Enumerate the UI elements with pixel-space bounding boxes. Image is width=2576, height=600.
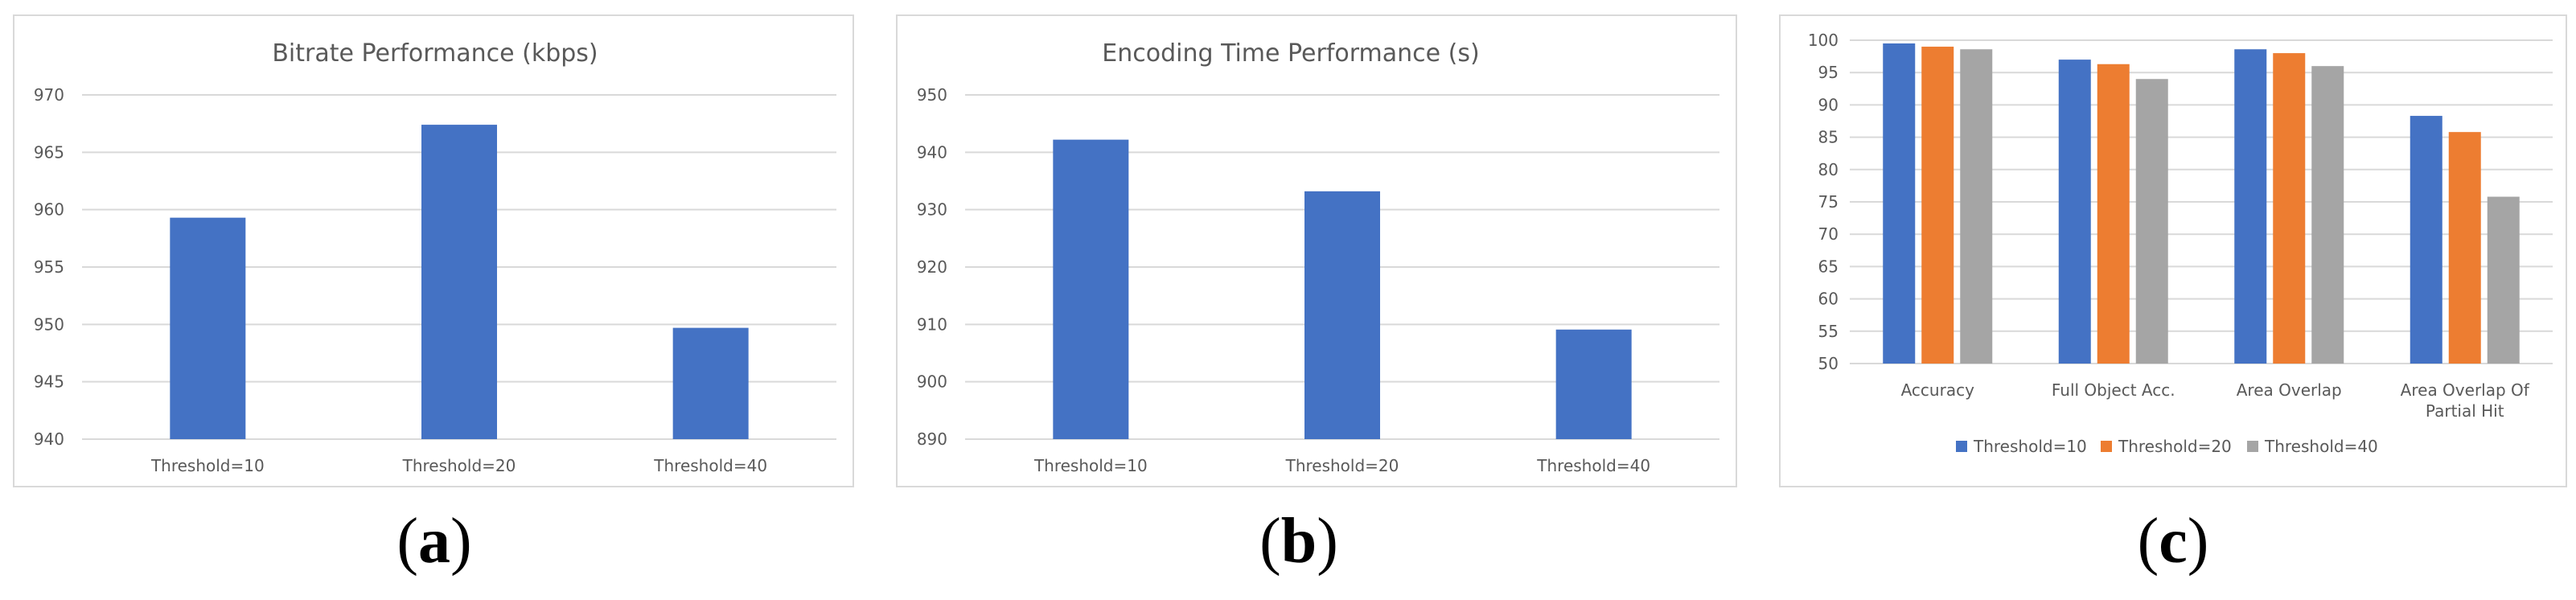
y-tick-label: 50	[1818, 354, 1839, 373]
y-tick-label: 965	[34, 142, 64, 162]
bar	[1304, 191, 1380, 439]
caption-c: (c)	[2137, 506, 2209, 577]
y-tick-label: 100	[1808, 31, 1839, 50]
bar	[2410, 116, 2442, 364]
y-tick-label: 90	[1818, 95, 1839, 114]
bar	[2058, 60, 2091, 364]
y-tick-label: 950	[34, 314, 64, 334]
y-tick-label: 900	[917, 372, 947, 392]
bar	[1921, 47, 1954, 364]
x-tick-label: Threshold=20	[1285, 456, 1399, 475]
legend-label: Threshold=40	[2264, 437, 2378, 456]
y-tick-label: 95	[1818, 63, 1839, 82]
x-tick-label: Full Object Acc.	[2052, 380, 2175, 400]
bar	[2135, 79, 2168, 364]
y-tick-label: 970	[34, 85, 64, 105]
y-tick-label: 930	[917, 200, 947, 220]
encoding-time-chart: Encoding Time Performance (s) 890 900 910 92…	[917, 39, 1719, 475]
bar	[2234, 49, 2267, 364]
y-tick-label: 950	[917, 85, 947, 105]
chart-title: Encoding Time Performance (s)	[1102, 39, 1479, 68]
y-tick-label: 60	[1818, 290, 1839, 309]
y-tick-label: 85	[1818, 128, 1839, 147]
chart-panel-encoding-time: Encoding Time Performance (s) 890 900 910 92…	[896, 14, 1737, 487]
x-tick-label: Partial Hit	[2426, 401, 2504, 421]
legend-label: Threshold=20	[2118, 437, 2232, 456]
y-tick-label: 70	[1818, 224, 1839, 244]
x-tick-label: Threshold=20	[402, 456, 516, 475]
x-tick-label: Area Overlap Of	[2401, 380, 2530, 400]
y-tick-label: 960	[34, 200, 64, 220]
bar	[2487, 196, 2520, 364]
legend-swatch	[2101, 441, 2112, 452]
bar	[2448, 132, 2481, 364]
bar	[2273, 53, 2306, 364]
bar	[672, 327, 749, 439]
bar	[1960, 49, 1993, 364]
x-tick-label: Accuracy	[1901, 380, 1974, 400]
y-tick-label: 910	[917, 314, 947, 334]
legend-label: Threshold=10	[1973, 437, 2087, 456]
bar	[1555, 329, 1632, 439]
accuracy-chart: 50 55 60 65 70 75 80 85 90 95 100 Accuracy Full Obje…	[1808, 31, 2553, 456]
bar	[1883, 43, 1916, 364]
x-tick-label: Threshold=10	[1033, 456, 1148, 475]
y-tick-label: 940	[917, 142, 947, 162]
caption-b: (b)	[1259, 506, 1338, 577]
y-tick-label: 945	[34, 372, 64, 392]
chart-panel-accuracy: 50 55 60 65 70 75 80 85 90 95 100 Accuracy Full Obje…	[1779, 14, 2567, 487]
y-tick-label: 940	[34, 429, 64, 449]
bar	[2311, 66, 2344, 364]
caption-a: (a)	[396, 506, 472, 577]
bar	[1053, 139, 1129, 439]
y-tick-label: 955	[34, 257, 64, 277]
y-tick-label: 80	[1818, 160, 1839, 179]
bar	[2097, 64, 2130, 364]
chart-title: Bitrate Performance (kbps)	[272, 39, 598, 68]
bar	[421, 125, 497, 440]
y-tick-label: 65	[1818, 257, 1839, 276]
legend-swatch	[2247, 441, 2258, 452]
x-tick-label: Threshold=40	[653, 456, 767, 475]
y-tick-label: 55	[1818, 322, 1839, 341]
bitrate-chart: Bitrate Performance (kbps) 940 945 950 955 96…	[34, 39, 836, 475]
bar	[170, 217, 246, 439]
y-tick-label: 920	[917, 257, 947, 277]
legend-swatch	[1956, 441, 1967, 452]
x-tick-label: Threshold=40	[1536, 456, 1650, 475]
x-tick-label: Threshold=10	[150, 456, 265, 475]
x-tick-label: Area Overlap	[2237, 380, 2342, 400]
y-tick-label: 890	[917, 429, 947, 449]
chart-panel-bitrate: Bitrate Performance (kbps) 940 945 950 955 96…	[13, 14, 854, 487]
y-tick-label: 75	[1818, 192, 1839, 212]
